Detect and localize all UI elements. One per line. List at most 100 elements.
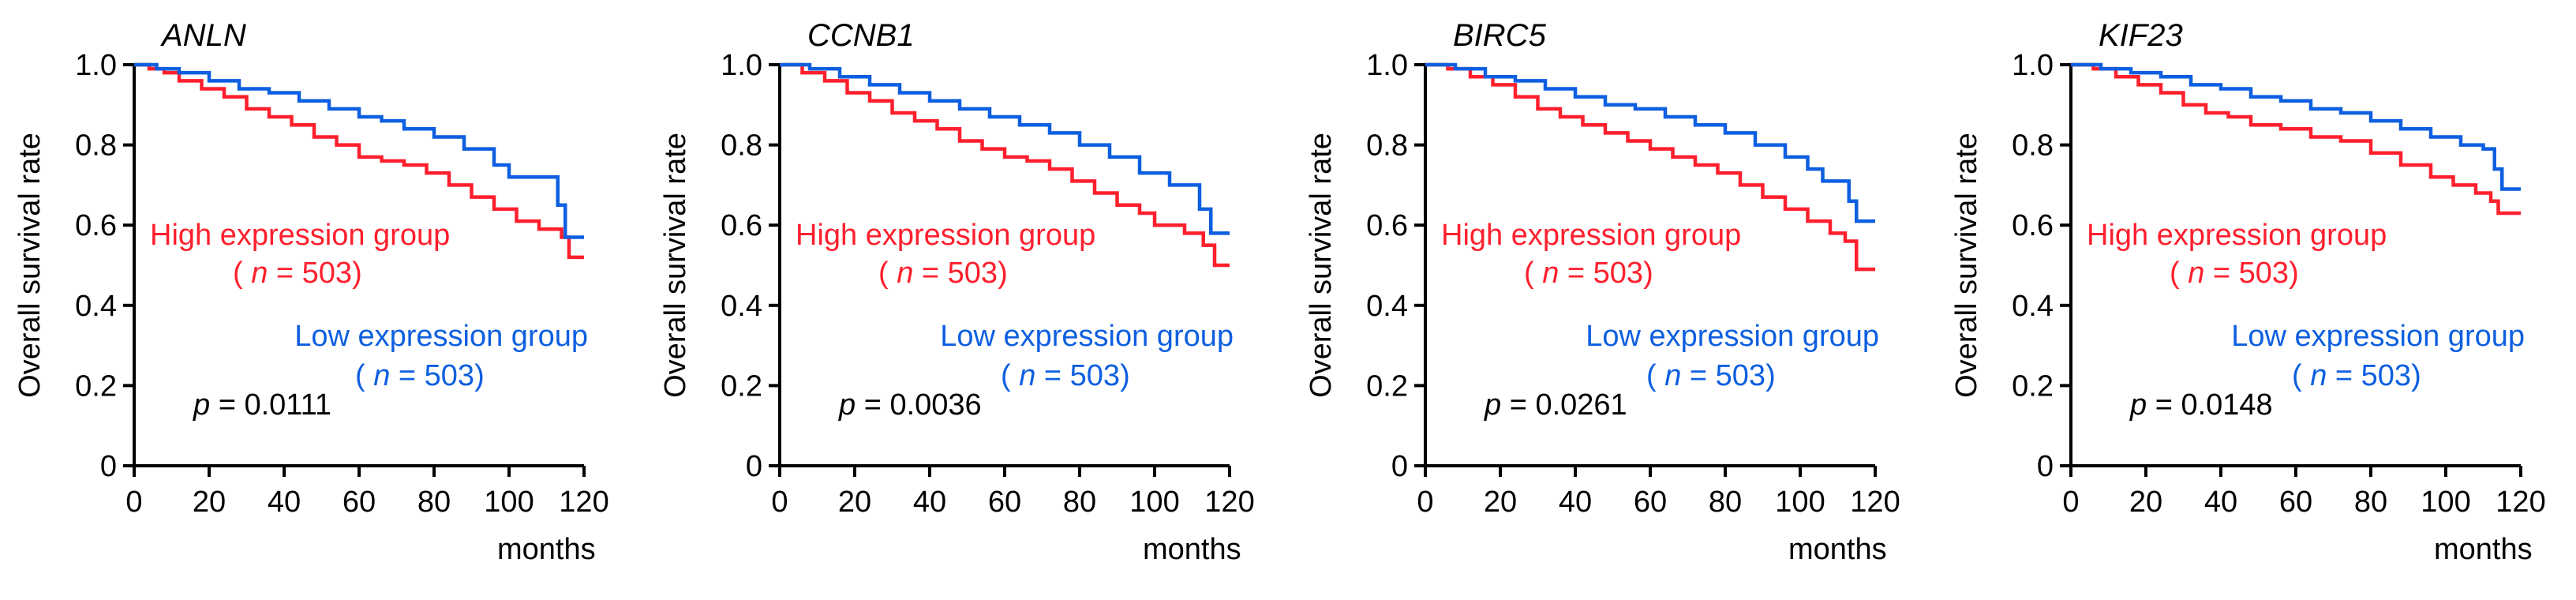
x-tick-label: 120 xyxy=(1204,486,1254,519)
x-tick-label: 100 xyxy=(2421,486,2470,519)
x-tick-label: 100 xyxy=(484,486,534,519)
x-tick-label: 60 xyxy=(988,486,1021,519)
y-tick-label: 0 xyxy=(2037,450,2054,483)
y-tick-label: 0.6 xyxy=(1366,209,1408,242)
x-tick-label: 0 xyxy=(125,486,142,519)
x-axis-label: months xyxy=(1788,533,1887,566)
y-axis-label: Overall survival rate xyxy=(1950,133,1983,398)
y-axis-label: Overall survival rate xyxy=(13,133,47,398)
high-expression-curve xyxy=(2071,62,2521,216)
y-tick-label: 0.2 xyxy=(2012,369,2054,403)
n-value: = 503) xyxy=(1035,359,1129,392)
x-axis-label: months xyxy=(1143,533,1241,566)
high-expression-curve xyxy=(134,62,584,260)
n-prefix: ( xyxy=(1524,257,1542,290)
n-prefix: ( xyxy=(878,257,897,290)
survival-panel-birc5: BIRC5 Overall survival rate 0 0.2 0.4 0.6 0.8 1… xyxy=(1305,18,1900,566)
panel-title: CCNB1 xyxy=(807,18,915,53)
x-tick-label: 80 xyxy=(2354,486,2387,519)
low-group-n: ( n = 503) xyxy=(2292,359,2421,392)
high-expression-curve xyxy=(1425,62,1875,272)
y-tick-label: 0.2 xyxy=(721,369,762,403)
n-value: = 503) xyxy=(268,257,361,290)
low-expression-curve xyxy=(1425,62,1875,223)
n-letter: n xyxy=(1542,257,1559,290)
high-group-n: ( n = 503) xyxy=(2170,257,2299,290)
n-letter: n xyxy=(2188,257,2204,290)
n-value: = 503) xyxy=(1681,359,1775,392)
n-prefix: ( xyxy=(1646,359,1664,392)
y-tick-label: 1.0 xyxy=(721,49,762,82)
x-tick-label: 80 xyxy=(1063,486,1096,519)
y-tick-label: 0.8 xyxy=(1366,129,1408,163)
high-group-label: High expression group xyxy=(2087,219,2387,252)
y-tick-label: 0.8 xyxy=(2012,129,2054,163)
n-value: = 503) xyxy=(2327,359,2421,392)
y-tick-label: 0 xyxy=(746,450,762,483)
p-letter: p xyxy=(1484,388,1501,422)
x-tick-label: 80 xyxy=(1709,486,1742,519)
n-letter: n xyxy=(897,257,913,290)
y-tick-label: 0.4 xyxy=(721,290,762,323)
low-expression-curve xyxy=(780,62,1230,235)
p-value: p = 0.0148 xyxy=(2129,388,2273,422)
p-value: p = 0.0261 xyxy=(1484,388,1627,422)
high-expression-curve xyxy=(780,62,1230,268)
y-axis-label: Overall survival rate xyxy=(1305,133,1338,398)
p-value-text: = 0.0261 xyxy=(1501,388,1627,422)
n-prefix: ( xyxy=(2170,257,2188,290)
x-tick-label: 20 xyxy=(1484,486,1517,519)
x-tick-label: 120 xyxy=(559,486,608,519)
low-group-n: ( n = 503) xyxy=(1646,359,1776,392)
y-tick-label: 0 xyxy=(100,450,117,483)
x-tick-label: 120 xyxy=(2496,486,2545,519)
high-group-n: ( n = 503) xyxy=(233,257,362,290)
x-tick-label: 100 xyxy=(1775,486,1825,519)
low-group-label: Low expression group xyxy=(940,320,1234,353)
x-tick-label: 40 xyxy=(268,486,301,519)
x-axis-label: months xyxy=(497,533,596,566)
n-letter: n xyxy=(251,257,268,290)
y-tick-label: 1.0 xyxy=(2012,49,2054,82)
p-value-text: = 0.0111 xyxy=(210,388,331,422)
x-tick-label: 60 xyxy=(343,486,376,519)
y-tick-label: 0.4 xyxy=(75,290,117,323)
n-letter: n xyxy=(1664,359,1681,392)
low-expression-curve xyxy=(2071,62,2521,191)
n-letter: n xyxy=(1019,359,1035,392)
n-letter: n xyxy=(373,359,390,392)
n-prefix: ( xyxy=(2292,359,2310,392)
panel-title: ANLN xyxy=(160,18,246,53)
x-tick-label: 0 xyxy=(2062,486,2079,519)
panel-title: KIF23 xyxy=(2099,18,2183,53)
p-value: p = 0.0111 xyxy=(193,388,331,422)
x-tick-label: 40 xyxy=(2204,486,2237,519)
x-tick-label: 20 xyxy=(193,486,226,519)
y-tick-label: 0.2 xyxy=(1366,369,1408,403)
n-prefix: ( xyxy=(233,257,251,290)
x-tick-label: 0 xyxy=(1417,486,1433,519)
low-group-n: ( n = 503) xyxy=(1001,359,1130,392)
low-group-n: ( n = 503) xyxy=(355,359,485,392)
p-value-text: = 0.0036 xyxy=(856,388,982,422)
y-tick-label: 0.4 xyxy=(2012,290,2054,323)
survival-panel-kif23: KIF23 Overall survival rate 0 0.2 0.4 0.6 0.8 1… xyxy=(1950,18,2546,566)
y-tick-label: 0.8 xyxy=(721,129,762,163)
y-tick-label: 0.8 xyxy=(75,129,117,163)
n-letter: n xyxy=(2310,359,2327,392)
y-tick-label: 0.2 xyxy=(75,369,117,403)
low-group-label: Low expression group xyxy=(1586,320,1879,353)
n-value: = 503) xyxy=(2204,257,2298,290)
x-tick-label: 20 xyxy=(838,486,871,519)
high-group-label: High expression group xyxy=(1441,219,1741,252)
y-tick-label: 1.0 xyxy=(1366,49,1408,82)
y-tick-label: 0.4 xyxy=(1366,290,1408,323)
y-tick-label: 0.6 xyxy=(75,209,117,242)
y-axis-label: Overall survival rate xyxy=(659,133,692,398)
x-axis-label: months xyxy=(2434,533,2533,566)
p-letter: p xyxy=(2129,388,2147,422)
panel-title: BIRC5 xyxy=(1453,18,1547,53)
p-value-text: = 0.0148 xyxy=(2147,388,2273,422)
low-group-label: Low expression group xyxy=(294,320,588,353)
p-value: p = 0.0036 xyxy=(838,388,982,422)
